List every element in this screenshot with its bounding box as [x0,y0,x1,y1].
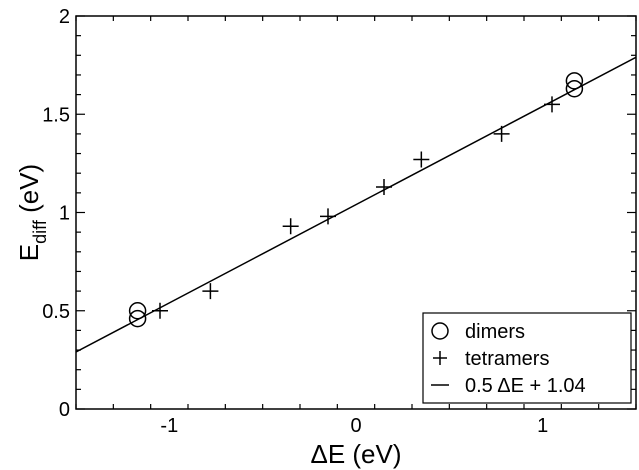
dimer-point [128,309,147,328]
legend-box [422,312,632,404]
legend-marker-tetramers [433,351,447,365]
x-tick-label: 0 [350,415,361,437]
y-tick-label: 0 [59,399,70,421]
y-tick-label: 2 [59,6,70,28]
legend-label: tetramers [465,348,549,370]
tetramer-point [152,302,168,319]
y-tick-label: 1.5 [42,104,70,126]
legend: dimers tetramers 0.5 ΔE + 1.04 [422,312,632,404]
legend-marker-dimers [431,322,449,340]
axis-labels: ΔE (eV) Ediff (eV) [14,164,402,469]
y-axis-label: Ediff (eV) [14,164,50,261]
tetramer-point [493,125,510,142]
fit-line [76,56,636,353]
tetramer-point [376,178,392,195]
x-tick-label: -1 [160,415,178,437]
y-axis-label-unit: (eV) [14,164,44,220]
tetramer-point [544,96,560,113]
y-axis-label-main: E [14,244,44,261]
tetramer-point [282,218,299,235]
dimer-point [128,302,147,320]
dimer-point [565,72,584,90]
tetramer-point [202,283,219,300]
axes: -1 0 1 0 0.5 1 1.5 2 [42,6,637,437]
plot-data [76,56,636,353]
dimer-point [565,79,584,98]
tetramer-point [320,208,336,225]
legend-label: 0.5 ΔE + 1.04 [465,375,586,397]
x-tick-label: 1 [537,415,548,437]
y-axis-label-sub: diff [30,219,50,244]
tetramer-point [413,151,430,168]
y-tick-label: 0.5 [42,301,70,323]
y-tick-label: 1 [59,203,70,225]
legend-label: dimers [465,321,525,343]
x-axis-label: ΔE (eV) [310,439,401,469]
